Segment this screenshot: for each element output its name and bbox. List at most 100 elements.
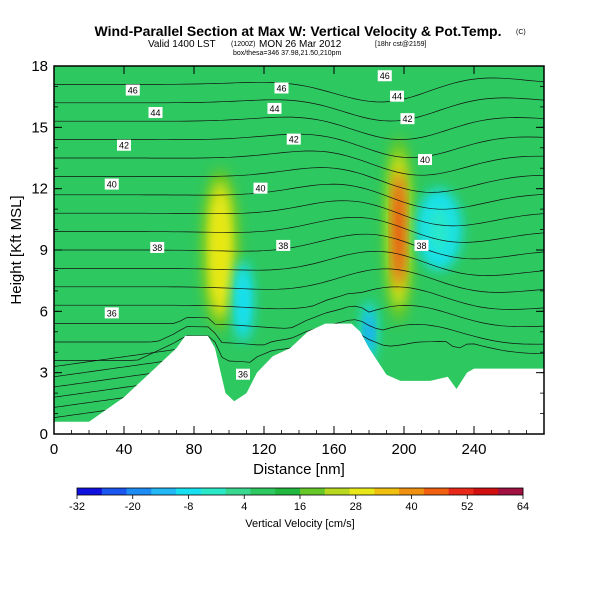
colorbar-swatch	[300, 488, 326, 495]
contour-label-box	[286, 133, 301, 145]
contour-label-box	[150, 241, 165, 253]
contour-label: 44	[150, 108, 160, 118]
contour-label: 38	[278, 241, 288, 251]
velocity-min	[428, 205, 450, 255]
isentrope-line	[54, 167, 544, 193]
isentrope-line	[54, 319, 544, 346]
colorbar-swatch	[101, 488, 127, 495]
colorbar-tick-label: 40	[405, 501, 417, 513]
colorbar-label: Vertical Velocity [cm/s]	[245, 518, 354, 530]
velocity-min	[238, 276, 248, 326]
contour-label: 38	[416, 241, 426, 251]
velocity-max	[213, 199, 227, 301]
isentrope-line	[54, 268, 544, 293]
x-tick-label: 80	[186, 441, 203, 458]
colorbar-swatch	[324, 488, 350, 495]
colorbar-tick-label: 4	[241, 501, 247, 513]
contour-label-box	[418, 154, 432, 166]
isentrope-line	[54, 233, 544, 260]
plot-area: 46 44 42 40 38 36 46 44 42 40 38 36 46 44 42 40 38	[54, 66, 544, 434]
contour-label-box	[390, 90, 404, 102]
colorbar-swatch	[448, 488, 474, 495]
subtitle-utc: (1200Z)	[231, 41, 256, 48]
y-tick-label: 6	[40, 303, 48, 320]
contour-label: 42	[289, 135, 299, 145]
contour-label-box	[253, 182, 268, 194]
contour-label-box	[104, 178, 119, 190]
velocity-max	[393, 172, 405, 287]
y-tick-label: 0	[40, 426, 48, 443]
colorbar-swatch	[423, 488, 449, 495]
colorbar-swatch	[225, 488, 251, 495]
x-tick-label: 120	[251, 441, 276, 458]
isentrope-line	[54, 116, 544, 140]
colorbar-tick-label: -8	[184, 501, 194, 513]
y-tick-label: 12	[31, 181, 48, 198]
x-tick-label: 240	[461, 441, 486, 458]
theta-contours	[54, 77, 544, 418]
contour-label-box	[104, 307, 119, 319]
isentrope-line	[54, 250, 544, 276]
isentrope-line	[54, 216, 544, 243]
contour-label-box	[377, 70, 392, 82]
contour-label-box	[267, 102, 282, 114]
contour-label: 36	[238, 370, 248, 380]
isentrope-line	[54, 77, 544, 103]
isentrope-line	[54, 349, 175, 367]
colorbar-swatch	[250, 488, 276, 495]
colorbar-swatch	[151, 488, 177, 495]
contour-label: 38	[152, 243, 162, 253]
colorbar-swatch	[374, 488, 400, 495]
colorbar-swatch	[275, 488, 301, 495]
contour-label: 40	[107, 180, 117, 190]
colorbar-swatch	[77, 488, 103, 495]
colorbar-swatch	[473, 488, 499, 495]
colorbar-tick-label: 16	[294, 501, 306, 513]
contour-label-box	[236, 368, 250, 380]
colorbar-swatch	[498, 488, 524, 495]
contour-label-box	[414, 239, 429, 251]
contour-label: 44	[392, 92, 402, 102]
x-tick-label: 200	[391, 441, 416, 458]
x-axis-label: Distance [nm]	[253, 461, 345, 478]
colorbar-tick-label: -20	[125, 501, 141, 513]
isentrope-line	[54, 200, 544, 227]
contour-label: 42	[402, 114, 412, 124]
contour-label-box	[274, 82, 289, 94]
velocity-field	[200, 135, 462, 363]
y-tick-label: 9	[40, 242, 48, 259]
contour-label: 42	[119, 141, 129, 151]
contour-labels: 46 44 42 40 38 36 46 44 42 40 38 36 46 44 42 40 38	[104, 70, 432, 380]
isentrope-line	[54, 359, 175, 378]
velocity-min	[365, 313, 373, 351]
colorbar-tick-label: -32	[69, 501, 85, 513]
contour-label-box	[125, 84, 140, 96]
contour-label-box	[276, 239, 291, 251]
contour-label: 46	[380, 71, 390, 81]
isentrope-line	[54, 305, 544, 329]
isentrope-line	[54, 150, 544, 176]
colorbar: -32 -20 -8 4 16 28 40 52 64	[69, 487, 529, 513]
y-tick-label: 18	[31, 58, 48, 75]
colorbar-swatch	[349, 488, 375, 495]
contour-label-box	[400, 113, 415, 125]
isentrope-line	[54, 286, 544, 310]
x-tick-label: 160	[321, 441, 346, 458]
colorbar-swatch	[126, 488, 152, 495]
subtitle-box: box/thesa=346 37.98,21.50,210pm	[233, 50, 342, 57]
x-tick-label: 0	[50, 441, 58, 458]
contour-label: 46	[276, 83, 286, 93]
contour-label-box	[117, 139, 131, 151]
colorbar-swatch	[176, 488, 202, 495]
y-tick-label: 3	[40, 365, 48, 382]
x-tick-label: 40	[116, 441, 133, 458]
colorbar-swatch	[200, 488, 226, 495]
contour-label: 40	[255, 184, 265, 194]
subtitle-date: MON 26 Mar 2012	[259, 39, 342, 50]
chart-title: Wind-Parallel Section at Max W: Vertical…	[94, 23, 501, 39]
subtitle-valid: Valid 1400 LST	[148, 39, 216, 50]
colorbar-tick-label: 28	[350, 501, 362, 513]
isentrope-line	[54, 97, 544, 122]
